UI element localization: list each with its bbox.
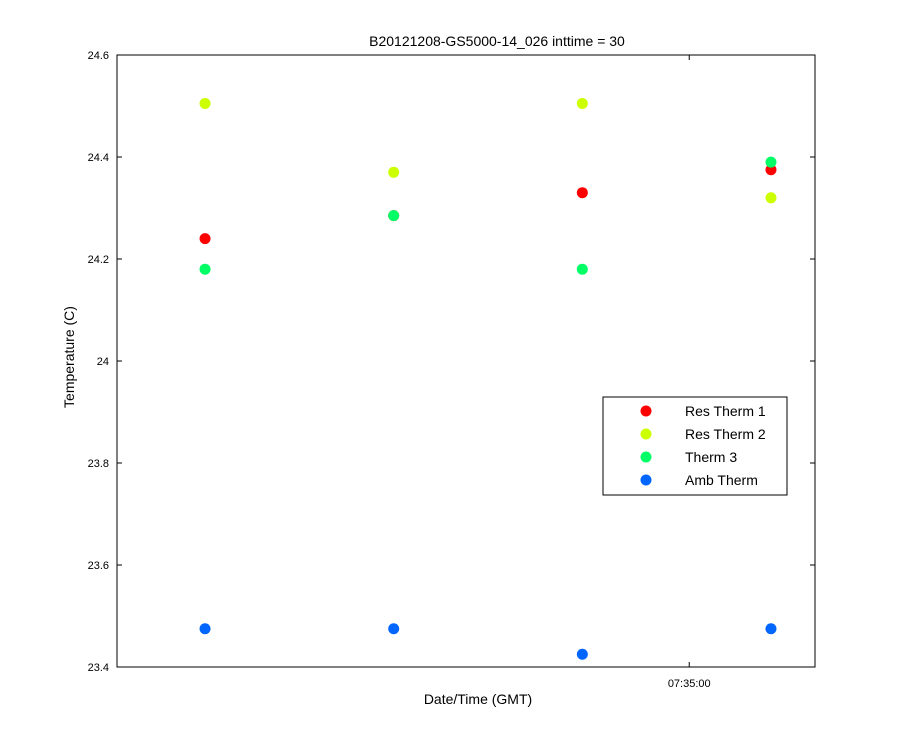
legend-label: Amb Therm <box>685 472 758 488</box>
legend-label: Therm 3 <box>685 449 737 465</box>
data-point <box>576 97 588 109</box>
legend-label: Res Therm 2 <box>685 426 766 442</box>
legend-marker <box>640 474 652 486</box>
data-point <box>576 187 588 199</box>
legend-marker <box>640 405 652 417</box>
data-point <box>199 623 211 635</box>
y-tick-label: 23.8 <box>88 458 109 470</box>
legend-box <box>602 396 788 496</box>
y-tick-label: 24.6 <box>88 50 109 62</box>
y-tick-label: 24.4 <box>88 152 109 164</box>
data-point <box>765 164 777 176</box>
x-tick-label: 07:35:00 <box>668 678 711 690</box>
data-point <box>199 233 211 245</box>
y-tick-label: 24 <box>97 356 109 368</box>
y-axis: 23.4 23.6 23.8 24 24.2 24.4 24.6 <box>88 50 815 674</box>
y-tick-label: 23.4 <box>88 662 109 674</box>
data-points <box>199 97 777 660</box>
y-tick-label: 23.6 <box>88 560 109 572</box>
x-axis: 07:35:00 <box>668 55 711 690</box>
data-point <box>199 263 211 275</box>
legend-label: Res Therm 1 <box>685 403 766 419</box>
data-point <box>388 210 400 222</box>
data-point <box>765 156 777 168</box>
legend-marker <box>640 451 652 463</box>
data-point <box>388 623 400 635</box>
x-axis-label: Date/Time (GMT) <box>424 691 532 707</box>
data-point <box>388 166 400 178</box>
y-axis-label: Temperature (C) <box>61 306 77 408</box>
chart-title: B20121208-GS5000-14_026 inttime = 30 <box>369 33 625 49</box>
legend: Res Therm 1 Res Therm 2 Therm 3 Amb Therm <box>602 396 788 496</box>
data-point <box>765 192 777 204</box>
data-point <box>765 623 777 635</box>
plot-area <box>116 54 816 668</box>
data-point <box>199 97 211 109</box>
data-point <box>576 648 588 660</box>
legend-marker <box>640 428 652 440</box>
y-tick-label: 24.2 <box>88 254 109 266</box>
data-point <box>576 263 588 275</box>
